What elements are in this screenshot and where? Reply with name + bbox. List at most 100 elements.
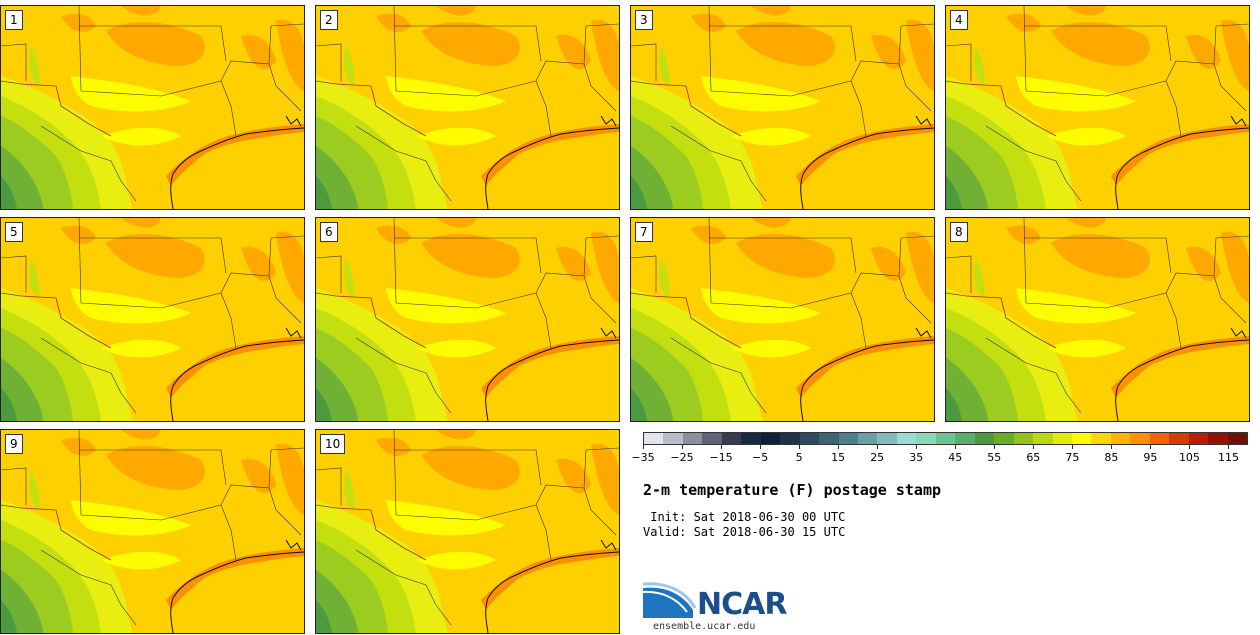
colorbar-cell xyxy=(819,433,839,444)
temperature-map xyxy=(631,218,934,421)
member-number-label: 6 xyxy=(320,222,338,242)
colorbar-cell xyxy=(994,433,1014,444)
ensemble-member-panel: 9 xyxy=(0,429,305,634)
colorbar-tick xyxy=(1189,445,1191,449)
temperature-map xyxy=(946,218,1249,421)
colorbar-tick xyxy=(643,445,644,449)
temperature-map xyxy=(316,430,619,633)
ensemble-member-panel: 5 xyxy=(0,217,305,422)
ensemble-member-panel: 8 xyxy=(945,217,1250,422)
colorbar-tick xyxy=(721,445,723,449)
colorbar-tick-label: 5 xyxy=(795,451,803,464)
colorbar-tick-label: 25 xyxy=(870,451,885,464)
member-number-label: 2 xyxy=(320,10,338,30)
colorbar-cell xyxy=(741,433,761,444)
colorbar-cell xyxy=(1071,433,1092,444)
colorbar-cell xyxy=(721,433,742,444)
colorbar-cell xyxy=(1033,433,1053,444)
colorbar-cell xyxy=(1227,433,1248,444)
colorbar-tick-label: 55 xyxy=(987,451,1002,464)
colorbar-cell xyxy=(935,433,956,444)
colorbar-cell xyxy=(1110,433,1131,444)
ensemble-member-panel: 2 xyxy=(315,5,620,210)
temperature-map xyxy=(316,6,619,209)
colorbar-tick-label: −25 xyxy=(670,451,694,464)
temperature-map xyxy=(946,6,1249,209)
colorbar-tick xyxy=(682,445,684,449)
colorbar-cell xyxy=(1149,433,1170,444)
colorbar-tick-label: 75 xyxy=(1065,451,1080,464)
colorbar-cell xyxy=(799,433,820,444)
colorbar-tick xyxy=(1033,445,1035,449)
colorbar-tick-label: −35 xyxy=(631,451,655,464)
colorbar-tick xyxy=(955,445,957,449)
member-number-label: 3 xyxy=(635,10,653,30)
colorbar-tick xyxy=(1111,445,1113,449)
member-number-label: 5 xyxy=(5,222,23,242)
colorbar-tick-label: 85 xyxy=(1104,451,1119,464)
init-time: Init: Sat 2018-06-30 00 UTC xyxy=(643,510,846,524)
colorbar-tick-label: 65 xyxy=(1026,451,1041,464)
colorbar-cell xyxy=(916,433,936,444)
colorbar-tick-label: 45 xyxy=(948,451,963,464)
temperature-map xyxy=(1,6,304,209)
colorbar-tick-label: −15 xyxy=(709,451,733,464)
member-number-label: 9 xyxy=(5,434,23,454)
ncar-url: ensemble.ucar.edu xyxy=(653,621,756,632)
colorbar-ticks: −35 −25 −15 −5 5 15 25 35 45 55 65 75 85 95 105 115 xyxy=(631,445,1248,467)
colorbar-cell xyxy=(877,433,897,444)
colorbar-cell xyxy=(760,433,781,444)
colorbar-cell xyxy=(780,433,800,444)
colorbar-tick-label: 115 xyxy=(1217,451,1239,464)
valid-time: Valid: Sat 2018-06-30 15 UTC xyxy=(643,525,846,539)
colorbar-cell xyxy=(857,433,878,444)
member-number-label: 8 xyxy=(950,222,968,242)
temperature-map xyxy=(1,430,304,633)
colorbar-cell xyxy=(1188,433,1209,444)
colorbar-tick-label: 15 xyxy=(831,451,846,464)
temperature-map xyxy=(316,218,619,421)
ensemble-member-panel: 3 xyxy=(630,5,935,210)
colorbar-tick-label: 95 xyxy=(1143,451,1158,464)
colorbar-cell xyxy=(896,433,917,444)
ensemble-member-panel: 10 xyxy=(315,429,620,634)
colorbar-cell xyxy=(1208,433,1228,444)
colorbar-cell xyxy=(1052,433,1072,444)
ensemble-member-panel: 7 xyxy=(630,217,935,422)
ensemble-member-panel: 4 xyxy=(945,5,1250,210)
colorbar-cell xyxy=(974,433,995,444)
colorbar-tick xyxy=(994,445,996,449)
colorbar-tick xyxy=(916,445,918,449)
ncar-logo-text: NCAR xyxy=(697,587,787,622)
colorbar-cell xyxy=(1091,433,1111,444)
product-title: 2-m temperature (F) postage stamp xyxy=(643,481,942,499)
temperature-map xyxy=(1,218,304,421)
colorbar-tick xyxy=(877,445,879,449)
colorbar-cell xyxy=(682,433,703,444)
colorbar-tick xyxy=(1228,445,1230,449)
colorbar-tick xyxy=(1150,445,1152,449)
ensemble-member-panel: 1 xyxy=(0,5,305,210)
colorbar-cell xyxy=(1169,433,1189,444)
member-number-label: 4 xyxy=(950,10,968,30)
colorbar-cell xyxy=(838,433,858,444)
temperature-colorbar xyxy=(643,432,1248,445)
colorbar-cell xyxy=(955,433,975,444)
colorbar-cell xyxy=(1013,433,1034,444)
colorbar-cell xyxy=(663,433,683,444)
colorbar-tick-label: 35 xyxy=(909,451,924,464)
colorbar-tick-label: −5 xyxy=(751,451,769,464)
temperature-map xyxy=(631,6,934,209)
colorbar-cell xyxy=(644,433,664,444)
colorbar-tick xyxy=(799,445,801,449)
colorbar-cell xyxy=(702,433,722,444)
ncar-logo-icon xyxy=(643,582,697,618)
member-number-label: 10 xyxy=(320,434,346,454)
ensemble-member-panel: 6 xyxy=(315,217,620,422)
colorbar-tick-label: 105 xyxy=(1178,451,1200,464)
colorbar-tick xyxy=(838,445,840,449)
colorbar-tick xyxy=(1072,445,1074,449)
colorbar-tick xyxy=(760,445,762,449)
colorbar-cell xyxy=(1130,433,1150,444)
member-number-label: 7 xyxy=(635,222,653,242)
